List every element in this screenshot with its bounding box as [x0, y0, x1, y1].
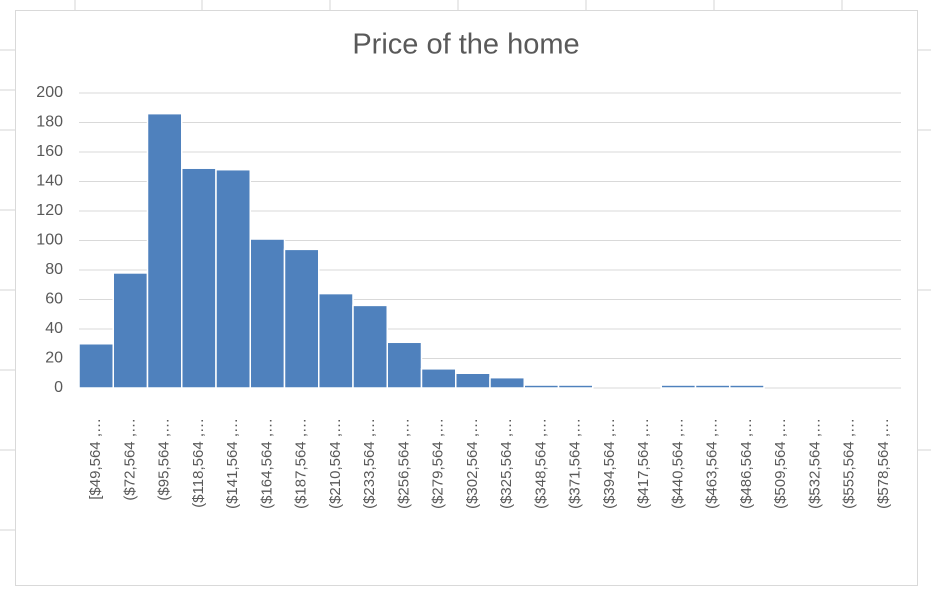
bar [660, 384, 697, 389]
x-tick-label: ($95,564 ,… [156, 418, 173, 501]
y-tick-label: 40 [45, 320, 63, 337]
x-tick-label: ($509,564 ,… [772, 418, 789, 509]
y-tick-label: 200 [36, 84, 63, 101]
bar [420, 368, 457, 389]
x-tick-label: ($440,564 ,… [669, 418, 686, 509]
x-tick-label: ($279,564 ,… [430, 418, 447, 509]
x-tick-label: ($348,564 ,… [532, 418, 549, 509]
x-tick-label: ($417,564 ,… [635, 418, 652, 509]
bar [352, 304, 388, 389]
x-tick-label: [$49,564 ,… [87, 418, 104, 500]
y-tick-label: 160 [36, 143, 63, 160]
bar [729, 384, 765, 389]
x-tick-label: ($118,564 ,… [190, 418, 207, 508]
bar [181, 167, 217, 389]
x-tick-label: ($532,564 ,… [806, 418, 823, 509]
bar [215, 168, 251, 389]
x-tick-label: ($555,564 ,… [841, 418, 858, 509]
x-tick-label: ($164,564 ,… [258, 418, 275, 509]
y-tick-label: 140 [36, 173, 63, 190]
bar [112, 272, 149, 389]
bar [249, 238, 286, 389]
x-tick-label: ($141,564 ,… [224, 418, 241, 509]
x-tick-label: ($371,564 ,… [567, 418, 584, 509]
y-tick-label: 100 [36, 232, 63, 249]
y-tick-label: 120 [36, 202, 63, 219]
bar [146, 112, 183, 389]
bar [694, 384, 731, 389]
x-tick-label: ($210,564 ,… [327, 418, 344, 509]
y-tick-label: 60 [45, 291, 63, 308]
x-tick-label: ($302,564 ,… [464, 418, 481, 509]
sheet-grid [0, 0, 931, 531]
bar [557, 384, 594, 389]
chart-title: Price of the home [352, 29, 579, 61]
x-tick-label: ($256,564 ,… [395, 418, 412, 509]
bar [78, 343, 114, 389]
x-tick-label: ($486,564 ,… [738, 418, 755, 509]
bar [283, 248, 320, 389]
x-tick-label: ($578,564 ,… [875, 418, 892, 509]
bar [386, 341, 423, 389]
bar [489, 376, 525, 389]
x-tick-label: ($233,564 ,… [361, 418, 378, 509]
y-tick-label: 80 [45, 261, 63, 278]
x-tick-label: ($394,564 ,… [601, 418, 618, 509]
x-tick-label: ($325,564 ,… [498, 418, 515, 509]
bar [318, 292, 354, 389]
x-tick-label: ($72,564 ,… [121, 418, 138, 501]
x-tick-label: ($463,564 ,… [704, 418, 721, 509]
y-tick-label: 0 [54, 379, 63, 396]
y-tick-label: 180 [36, 114, 63, 131]
bar [523, 384, 560, 389]
x-tick-label: ($187,564 ,… [293, 418, 310, 509]
y-tick-label: 20 [45, 350, 63, 367]
bar [455, 372, 491, 389]
